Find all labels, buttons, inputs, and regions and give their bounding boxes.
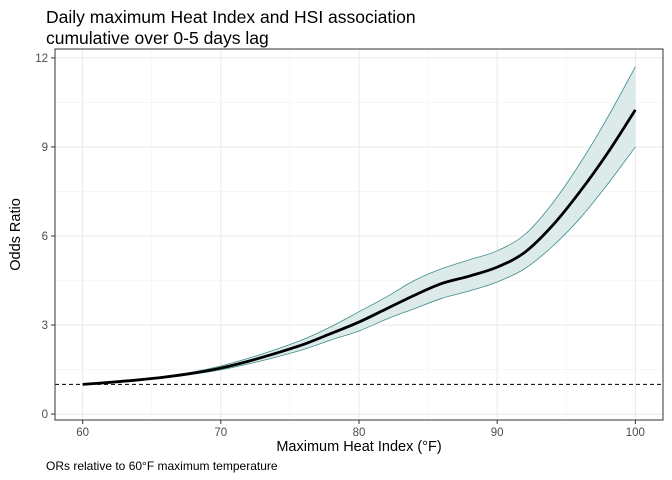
chart-caption: ORs relative to 60°F maximum temperature — [46, 459, 278, 473]
x-tick-label: 100 — [626, 427, 645, 439]
chart-title: Daily maximum Heat Index and HSI associa… — [46, 7, 416, 49]
y-tick-label: 9 — [42, 142, 48, 154]
x-axis-title: Maximum Heat Index (°F) — [276, 439, 441, 455]
x-axis: 60 70 80 90 100 — [76, 420, 645, 439]
y-tick-label: 12 — [35, 53, 48, 65]
major-gridlines — [55, 49, 663, 420]
y-tick-label: 6 — [42, 231, 48, 243]
y-tick-label: 3 — [42, 320, 48, 332]
x-tick-label: 60 — [76, 427, 89, 439]
y-tick-label: 0 — [42, 409, 48, 421]
x-tick-label: 80 — [353, 427, 366, 439]
y-axis-title: Odds Ratio — [8, 198, 24, 271]
chart-title-line-1: Daily maximum Heat Index and HSI associa… — [46, 7, 416, 27]
y-axis: 0 3 6 9 12 — [35, 53, 55, 421]
x-tick-label: 70 — [214, 427, 227, 439]
x-tick-label: 90 — [491, 427, 504, 439]
odds-ratio-line — [82, 109, 637, 386]
chart-title-line-2: cumulative over 0-5 days lag — [46, 28, 269, 48]
